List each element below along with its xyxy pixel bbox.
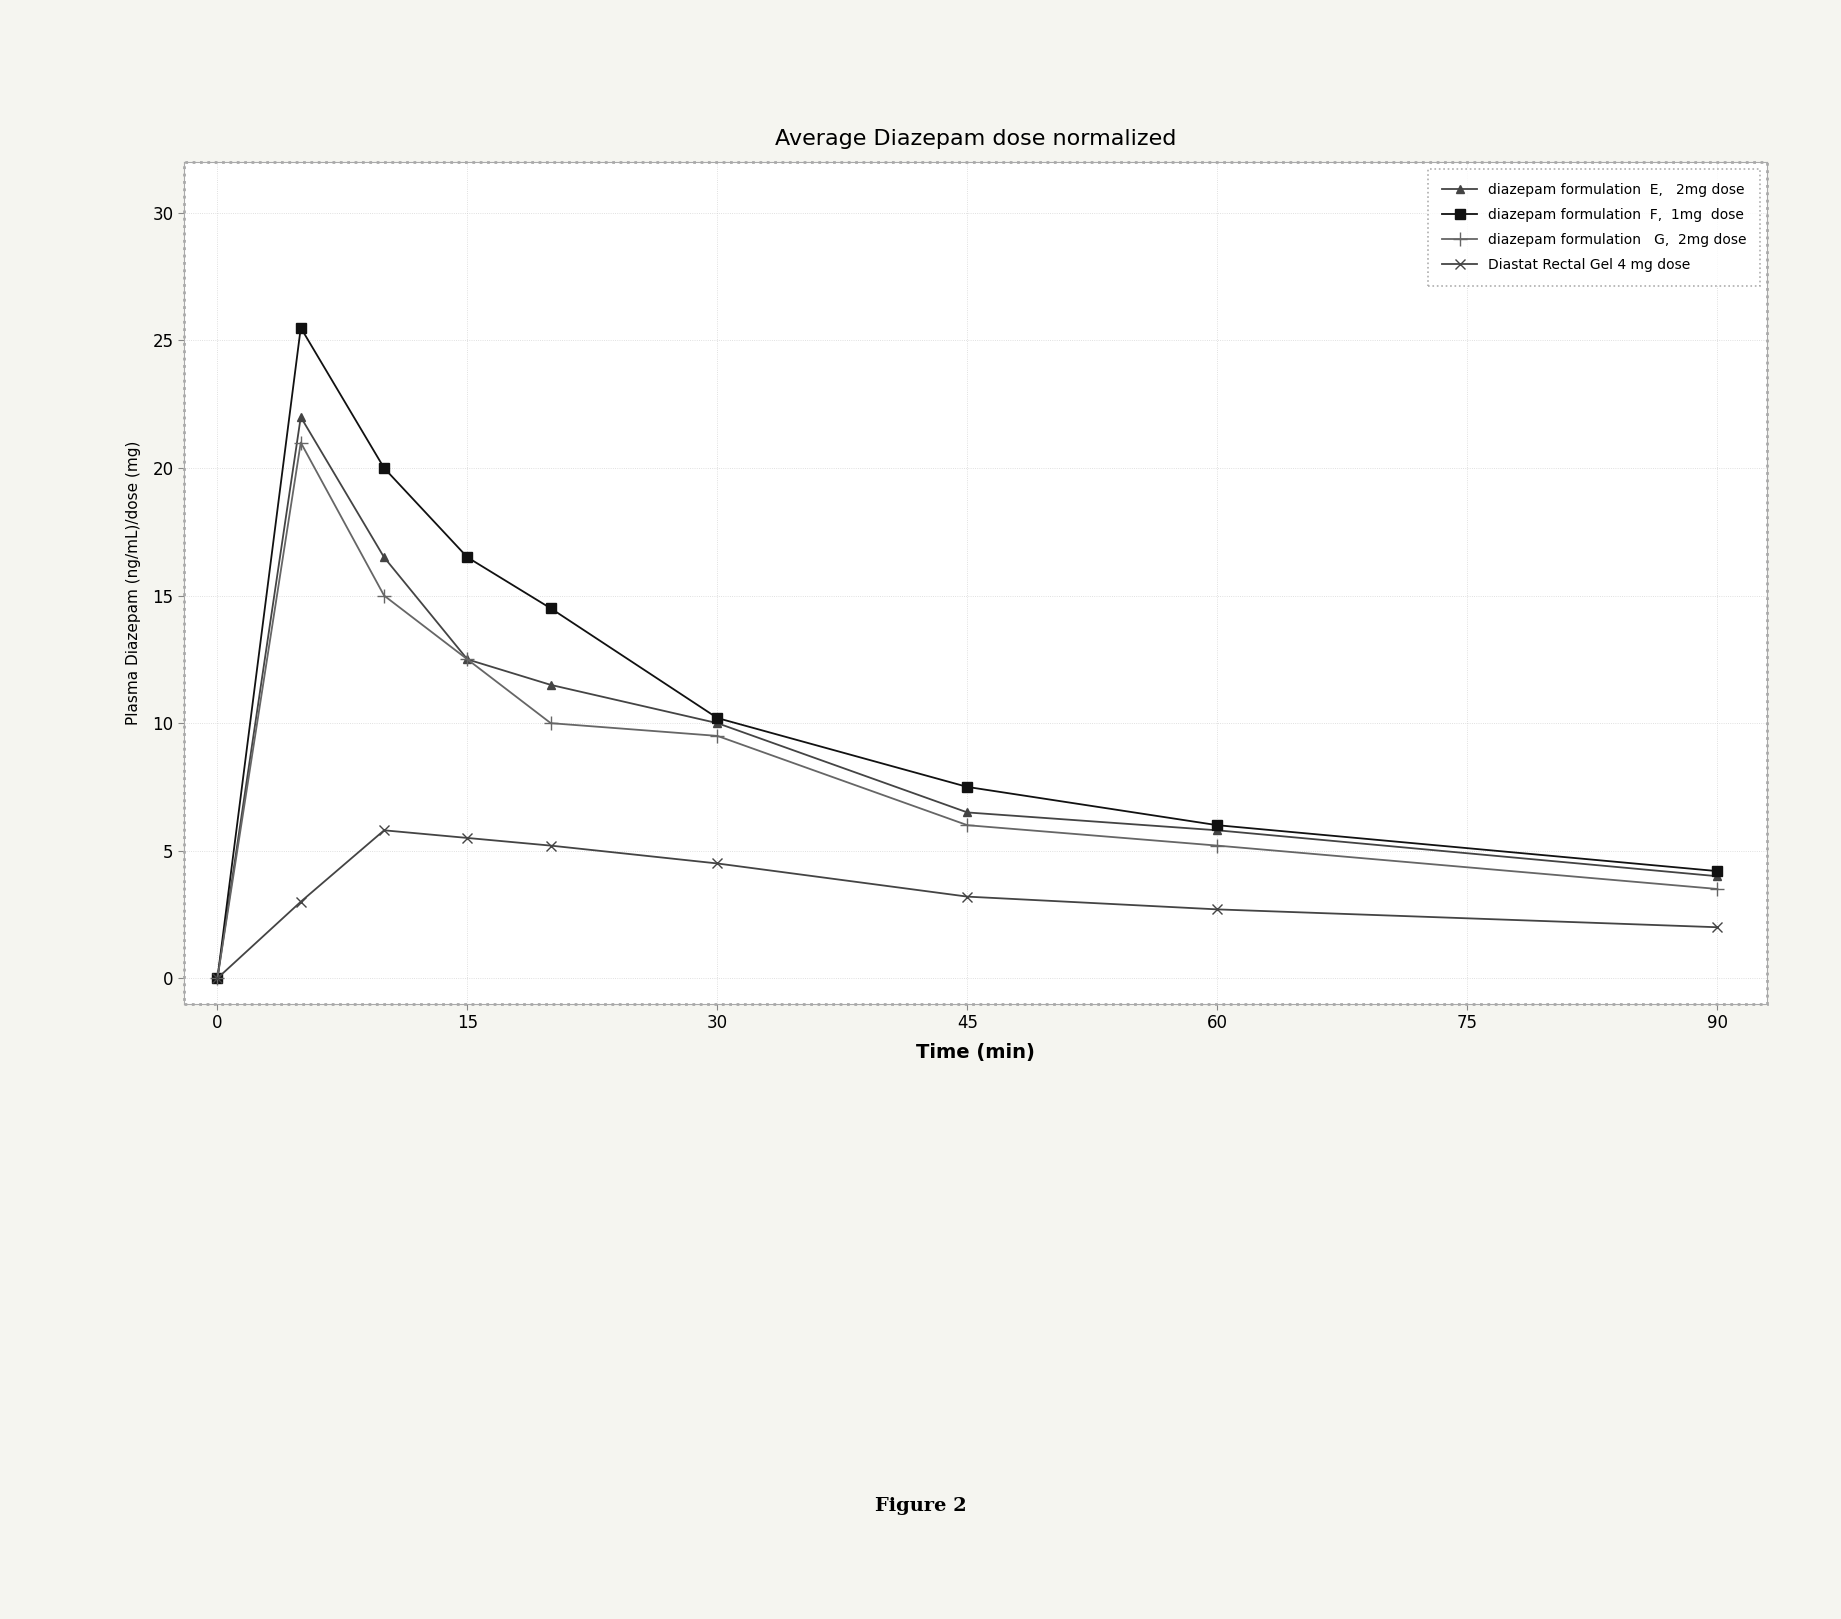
- diazepam formulation  F,  1mg  dose: [955, 777, 978, 797]
- diazepam formulation  E,   2mg dose: [1206, 821, 1228, 840]
- diazepam formulation  E,   2mg dose: [206, 968, 228, 988]
- Line: diazepam formulation  E,   2mg dose: diazepam formulation E, 2mg dose: [214, 413, 1721, 983]
- Diastat Rectal Gel 4 mg dose: [707, 853, 729, 873]
- Diastat Rectal Gel 4 mg dose: [374, 821, 396, 840]
- Diastat Rectal Gel 4 mg dose: [206, 968, 228, 988]
- diazepam formulation  F,  1mg  dose: [539, 599, 562, 618]
- diazepam formulation   G,  2mg dose: [707, 727, 729, 746]
- Y-axis label: Plasma Diazepam (ng/mL)/dose (mg): Plasma Diazepam (ng/mL)/dose (mg): [127, 440, 142, 725]
- Text: Figure 2: Figure 2: [874, 1496, 967, 1515]
- Line: Diastat Rectal Gel 4 mg dose: Diastat Rectal Gel 4 mg dose: [212, 826, 1721, 983]
- diazepam formulation  F,  1mg  dose: [289, 317, 311, 337]
- diazepam formulation  E,   2mg dose: [374, 547, 396, 567]
- Legend: diazepam formulation  E,   2mg dose, diazepam formulation  F,  1mg  dose, diazep: diazepam formulation E, 2mg dose, diazep…: [1429, 168, 1760, 287]
- diazepam formulation   G,  2mg dose: [374, 586, 396, 606]
- Line: diazepam formulation   G,  2mg dose: diazepam formulation G, 2mg dose: [210, 436, 1725, 986]
- Diastat Rectal Gel 4 mg dose: [539, 835, 562, 855]
- diazepam formulation   G,  2mg dose: [289, 432, 311, 452]
- diazepam formulation  E,   2mg dose: [955, 803, 978, 822]
- diazepam formulation   G,  2mg dose: [955, 816, 978, 835]
- diazepam formulation   G,  2mg dose: [457, 649, 479, 669]
- Title: Average Diazepam dose normalized: Average Diazepam dose normalized: [775, 130, 1176, 149]
- diazepam formulation  F,  1mg  dose: [1707, 861, 1729, 881]
- Diastat Rectal Gel 4 mg dose: [457, 829, 479, 848]
- diazepam formulation   G,  2mg dose: [206, 968, 228, 988]
- diazepam formulation  E,   2mg dose: [289, 408, 311, 427]
- diazepam formulation  F,  1mg  dose: [1206, 816, 1228, 835]
- diazepam formulation  E,   2mg dose: [707, 714, 729, 733]
- Diastat Rectal Gel 4 mg dose: [1206, 900, 1228, 920]
- diazepam formulation  E,   2mg dose: [1707, 866, 1729, 886]
- diazepam formulation  F,  1mg  dose: [374, 458, 396, 478]
- Diastat Rectal Gel 4 mg dose: [955, 887, 978, 907]
- Diastat Rectal Gel 4 mg dose: [1707, 918, 1729, 937]
- diazepam formulation  F,  1mg  dose: [457, 547, 479, 567]
- diazepam formulation   G,  2mg dose: [1206, 835, 1228, 855]
- Diastat Rectal Gel 4 mg dose: [289, 892, 311, 911]
- diazepam formulation   G,  2mg dose: [539, 714, 562, 733]
- diazepam formulation  E,   2mg dose: [539, 675, 562, 695]
- diazepam formulation   G,  2mg dose: [1707, 879, 1729, 899]
- X-axis label: Time (min): Time (min): [917, 1043, 1035, 1062]
- diazepam formulation  E,   2mg dose: [457, 649, 479, 669]
- Line: diazepam formulation  F,  1mg  dose: diazepam formulation F, 1mg dose: [212, 322, 1721, 983]
- diazepam formulation  F,  1mg  dose: [206, 968, 228, 988]
- diazepam formulation  F,  1mg  dose: [707, 709, 729, 729]
